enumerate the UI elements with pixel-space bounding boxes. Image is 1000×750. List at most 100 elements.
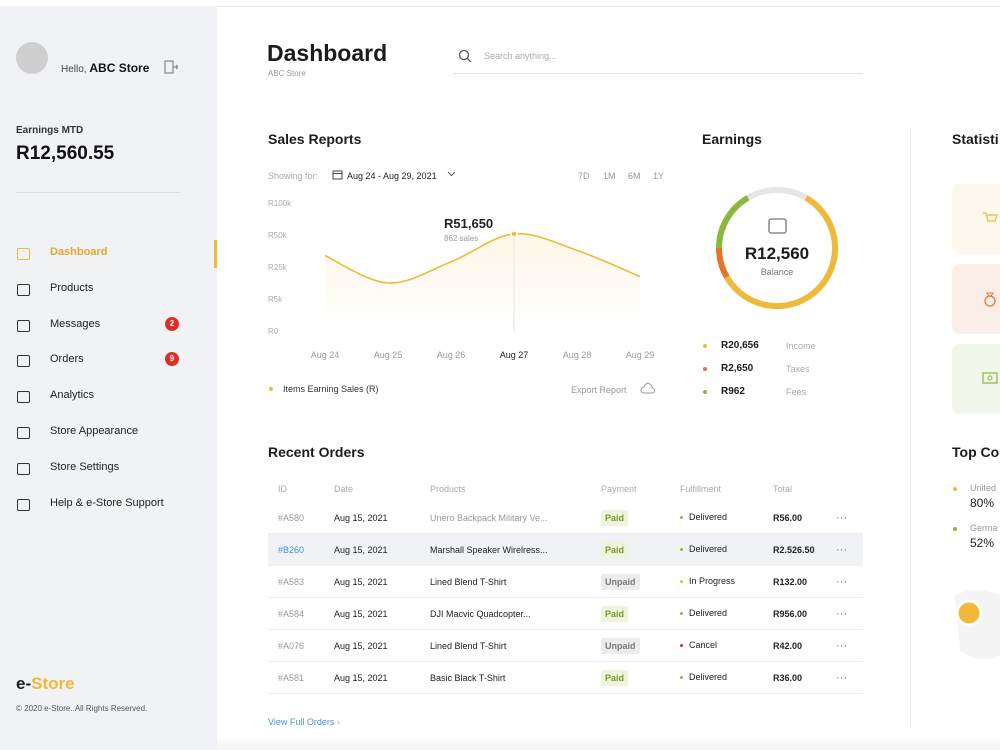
export-report[interactable]: Export Report [571,385,627,395]
fulfillment: In Progress [689,576,736,586]
order-total: R36.00 [773,673,803,683]
row-actions[interactable]: ··· [836,576,847,588]
row-actions[interactable]: ··· [836,544,847,556]
earnings-label: Earnings MTD [16,125,84,136]
balance-donut [716,187,839,310]
nav-icon [17,427,30,439]
page-title: Dashboard [267,40,388,66]
search-icon [458,49,472,63]
balance-label: Balance [760,267,794,277]
payment-pill: Paid [601,542,629,558]
donut-arc [716,195,750,249]
order-product: Lined Blend T-Shirt [430,641,507,651]
table-row[interactable] [268,566,863,598]
nav-item[interactable]: Help & e-Store Support [50,496,164,509]
range-button[interactable]: 1Y [653,171,665,181]
search-box[interactable]: Search anything... [453,43,863,74]
wallet-icon [768,218,787,234]
earnings-label: Fees [786,387,807,397]
brand-name: Store [31,674,75,693]
order-date: Aug 15, 2021 [334,609,388,619]
balance-value: R12,560 [744,244,810,263]
x-tick-label: Aug 26 [437,350,466,360]
range-button[interactable]: 6M [628,171,641,181]
order-date: Aug 15, 2021 [334,673,388,683]
row-actions[interactable]: ··· [836,512,847,524]
range-button[interactable]: 1M [603,171,616,181]
order-total: R2.526.50 [773,545,815,555]
calendar-icon [332,170,343,180]
row-actions[interactable]: ··· [836,608,847,620]
avatar [16,42,48,74]
nav-icon [17,283,30,296]
nav-icon [17,462,30,475]
order-product: Unero Backpack Military Ve... [430,513,548,523]
point [510,230,518,238]
cloud-icon[interactable] [640,383,656,395]
column-header: Total [773,484,793,494]
column-header[interactable]: Date [334,484,354,494]
nav-item[interactable]: Orders [50,353,84,366]
annotation-subtext: 862 sales [444,234,478,243]
nav-item[interactable]: Products [50,281,94,294]
order-id[interactable]: #A076 [278,641,305,651]
logout-icon[interactable] [164,60,178,74]
sidebar: Hello, ABC Store Earnings MTD R12,560.55… [0,6,217,750]
divider [16,192,180,193]
table-row[interactable] [268,534,863,566]
earnings-value: R20,656 [721,340,759,351]
order-id[interactable]: #A584 [278,609,305,619]
dropdown-icon[interactable] [447,171,456,178]
table-row[interactable] [268,598,863,630]
y-tick-label: R100k [268,199,292,208]
range-button[interactable]: 7D [578,171,590,181]
stat-card[interactable] [952,344,1000,414]
cart-icon [983,212,998,222]
table-row[interactable] [268,662,863,694]
stat-card[interactable] [952,184,1000,254]
order-product: DJI Macvic Quadcopter... [430,609,531,619]
stat-card[interactable] [952,264,1000,334]
order-product: Basic Black T-Shirt [430,673,506,683]
earnings-label: Income [786,341,816,351]
row-actions[interactable]: ··· [836,640,847,652]
order-id[interactable]: #B260 [278,545,305,555]
column-header: ID [278,484,287,494]
row-actions[interactable]: ··· [836,672,847,684]
nav-item[interactable]: Analytics [50,389,95,402]
legend-label: Items Earning Sales (R) [283,384,379,394]
earnings-value: R12,560.55 [16,143,115,164]
order-id[interactable]: #A581 [278,673,305,683]
order-total: R56.00 [773,513,803,523]
nav-item[interactable]: Store Settings [50,460,120,473]
active-indicator [214,240,217,268]
x-tick-label: Aug 28 [563,350,592,360]
nav-item[interactable]: Messages [50,317,101,330]
nav-item[interactable]: Dashboard [50,246,108,258]
table-row[interactable] [268,502,863,534]
nav-item[interactable]: Store Appearance [50,425,139,437]
date-range[interactable]: Aug 24 - Aug 29, 2021 [347,171,437,181]
order-id[interactable]: #A583 [278,577,305,587]
fulfillment: Cancel [689,640,718,650]
view-all-link[interactable]: View Full Orders › [268,717,340,727]
brand-prefix: e- [16,674,32,693]
fulfillment-dot [680,676,683,679]
fulfillment: Delivered [689,544,728,554]
column-divider [910,128,911,726]
country-dot [953,527,957,531]
order-product: Marshall Speaker Wirelress... [430,545,548,555]
cash-icon [982,372,998,384]
order-id[interactable]: #A580 [278,513,305,523]
showing-for: Showing for: [268,171,319,181]
legend-dot [703,344,707,348]
statistics-title: Statisti [952,131,999,147]
fulfillment-dot [680,644,683,647]
country-name: United [970,483,997,493]
search-placeholder: Search anything... [484,51,557,61]
earnings-value: R2,650 [721,363,754,374]
table-row[interactable] [268,630,863,662]
legend-dot [703,390,707,394]
view-all-text[interactable]: View Full Orders [268,717,335,727]
